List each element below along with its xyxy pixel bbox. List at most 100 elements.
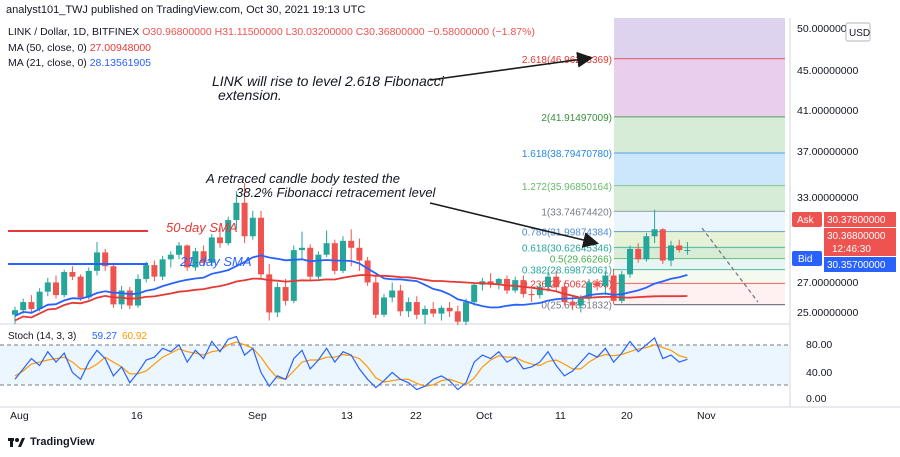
time-tick-aug: Aug (10, 410, 29, 422)
candle-body (545, 276, 551, 288)
stoch-k-line (14, 335, 688, 391)
candle-body (471, 284, 478, 303)
fib-label-3: 1.272(35.96850164) (522, 182, 612, 193)
candle-body (553, 276, 560, 288)
time-tick-nov: Nov (697, 410, 716, 422)
candle-body (602, 275, 609, 286)
candle-body (381, 297, 387, 315)
stoch-tick-80: 80.00 (806, 339, 832, 351)
annotation-top-1: LINK will rise to level 2.618 Fibonacci (212, 73, 445, 89)
candle-body (454, 311, 461, 322)
candle-body (143, 265, 150, 279)
candle-body (192, 251, 199, 268)
fib-zone-5 (614, 211, 785, 232)
ma50-value: 27.00948000 (89, 42, 152, 54)
candle-body (151, 265, 158, 277)
time-tick-22: 22 (410, 410, 422, 422)
candle-body (495, 278, 502, 284)
price-tick-50: 50.00000000 (797, 23, 858, 35)
candle-body (586, 282, 592, 299)
ask-value-box (824, 212, 896, 227)
fib-zone-8 (614, 258, 785, 270)
arrow-to-382 (429, 202, 600, 248)
currency-label: USD (849, 28, 870, 39)
time-tick-20: 20 (621, 410, 633, 422)
candle-body (668, 245, 674, 261)
ask-label-box (792, 212, 822, 227)
annotation-mid-1: A retraced candle body tested the (205, 171, 400, 186)
fib-zone-3 (614, 153, 785, 186)
price-tick-37: 37.00000000 (797, 146, 858, 158)
candle-body (618, 274, 625, 301)
candle-body (438, 307, 445, 314)
candle-body (12, 310, 18, 315)
candle-body (389, 290, 396, 298)
candle-body (266, 274, 273, 313)
candle-body (610, 275, 617, 301)
candle-body (315, 254, 322, 277)
fib-label-2: 1.618(38.79470780) (522, 149, 612, 160)
fib-label-0: 2.618(46.96293369) (522, 55, 612, 66)
footer-brand[interactable]: TradingView (8, 436, 95, 448)
candle-body (94, 252, 100, 271)
fib-zone-1 (614, 58, 785, 118)
footer-brand-label: TradingView (30, 436, 95, 448)
candle-body (331, 243, 338, 271)
last-price-box (824, 228, 896, 256)
symbol-label[interactable]: LINK / Dollar, 1D, BITFINEX (8, 26, 140, 38)
candle-body (446, 307, 453, 312)
candle-body (102, 252, 109, 267)
bid-label: Bid (798, 254, 812, 265)
price-tick-41: 41.00000000 (797, 105, 858, 117)
candle-body (217, 237, 223, 244)
time-tick-16: 16 (131, 410, 143, 422)
stoch-band (0, 345, 790, 385)
candle-body (536, 287, 543, 296)
ma21-value: 28.13561905 (89, 57, 152, 69)
fib-label-9: 0.236(27.50621963) (522, 280, 612, 291)
ma21-label[interactable]: MA (21, close, 0) (8, 57, 87, 69)
publisher-header: analyst101_TWJ published on TradingView.… (6, 4, 366, 16)
fib-label-1: 2(41.91497009) (541, 113, 612, 124)
bid-value: 30.35700000 (827, 260, 886, 271)
candle-body (405, 302, 412, 312)
candle-body (594, 282, 601, 286)
candle-body (430, 308, 437, 314)
time-tick-oct: Oct (476, 410, 492, 422)
price-tick-45: 45.00000000 (797, 65, 858, 77)
fib-zone-7 (614, 247, 785, 259)
candle-body (258, 217, 264, 275)
price-tick-25: 25.00000000 (797, 307, 858, 319)
fib-label-8: 0.382(28.69873061) (522, 266, 612, 277)
fib-boxes-group: 2.618(46.96293369) 2(41.91497009) 1.618(38… (522, 18, 785, 312)
time-tick-13: 13 (341, 410, 353, 422)
price-tick-27: 27.00000000 (797, 277, 858, 289)
stoch-d-value: 60.92 (122, 331, 147, 342)
candle-body (413, 302, 420, 315)
fib-zone-10 (614, 283, 785, 305)
fib-zone-2 (614, 117, 785, 154)
candle-body (176, 245, 182, 255)
candle-body (323, 243, 330, 255)
candle-body (643, 236, 650, 260)
candle-body (233, 202, 240, 221)
ma50-label[interactable]: MA (50, close, 0) (8, 42, 87, 54)
candle-body (208, 237, 215, 263)
candle-body (676, 245, 683, 251)
candle-body (28, 302, 35, 309)
annotation-mid-2: 38.2% Fibonacci retracement level (236, 185, 437, 200)
ma50-legend-row: MA (50, close, 0) 27.00948000 (8, 42, 151, 54)
arrow-to-2618 (429, 51, 594, 81)
moving-averages-group (14, 254, 688, 322)
time-axis: Aug 16 Sep 13 22 Oct 11 20 Nov (10, 410, 716, 422)
candle-body (77, 276, 84, 298)
ohlc-values: O30.96800000 H31.11500000 L30.03200000 C… (142, 26, 535, 38)
candle-body (528, 293, 535, 296)
fib-zone-6 (614, 231, 785, 248)
ma21-legend-row: MA (21, close, 0) 28.13561905 (8, 57, 151, 69)
candle-body (372, 282, 379, 315)
candle-body (290, 250, 297, 301)
candle-body (85, 270, 92, 298)
currency-badge (845, 22, 871, 42)
